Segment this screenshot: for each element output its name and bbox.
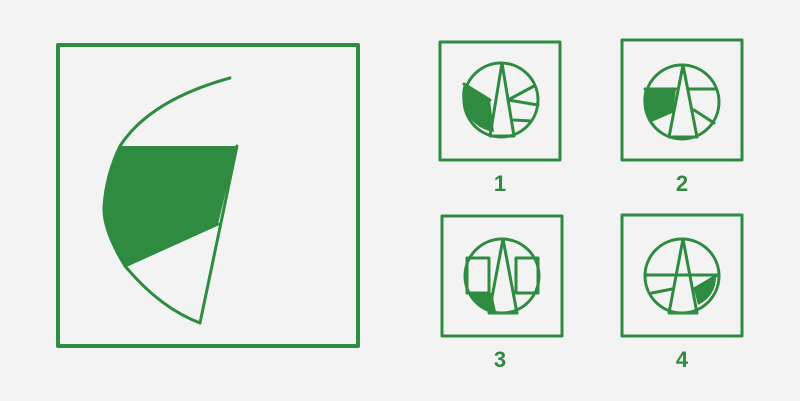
option-3[interactable] — [440, 214, 564, 338]
option-4-label: 4 — [675, 347, 689, 372]
option-1-line-c — [506, 98, 540, 107]
option-2-line-b — [648, 109, 675, 123]
question-shaded-region — [103, 146, 238, 266]
option-4-frame — [620, 213, 744, 338]
option-1-frame — [438, 40, 562, 162]
option-1[interactable] — [438, 40, 562, 162]
question-figure — [56, 43, 360, 348]
option-2-line-d — [692, 108, 716, 125]
option-4-line-b — [692, 274, 718, 291]
option-1-shaded — [462, 84, 494, 132]
option-2-triangle — [667, 63, 699, 139]
option-3-label: 3 — [493, 347, 507, 372]
option-4[interactable] — [620, 213, 744, 338]
option-1-line-b — [506, 84, 536, 102]
option-1-line-d — [512, 118, 533, 123]
option-1-label: 1 — [493, 171, 507, 196]
option-3-triangle — [487, 237, 519, 315]
option-2[interactable] — [620, 38, 744, 162]
question-frame — [56, 43, 360, 348]
question-arc — [102, 76, 232, 325]
question-straight-edge — [198, 144, 239, 325]
option-2-label: 2 — [675, 171, 689, 196]
option-3-right-rect — [514, 256, 540, 295]
option-2-frame — [620, 38, 744, 162]
question-inner-line — [123, 222, 220, 268]
option-3-left-rect — [465, 256, 491, 295]
option-4-shaded — [694, 276, 716, 305]
option-1-line-a — [462, 82, 492, 102]
option-3-frame — [440, 214, 564, 338]
option-4-line-a — [650, 287, 674, 295]
